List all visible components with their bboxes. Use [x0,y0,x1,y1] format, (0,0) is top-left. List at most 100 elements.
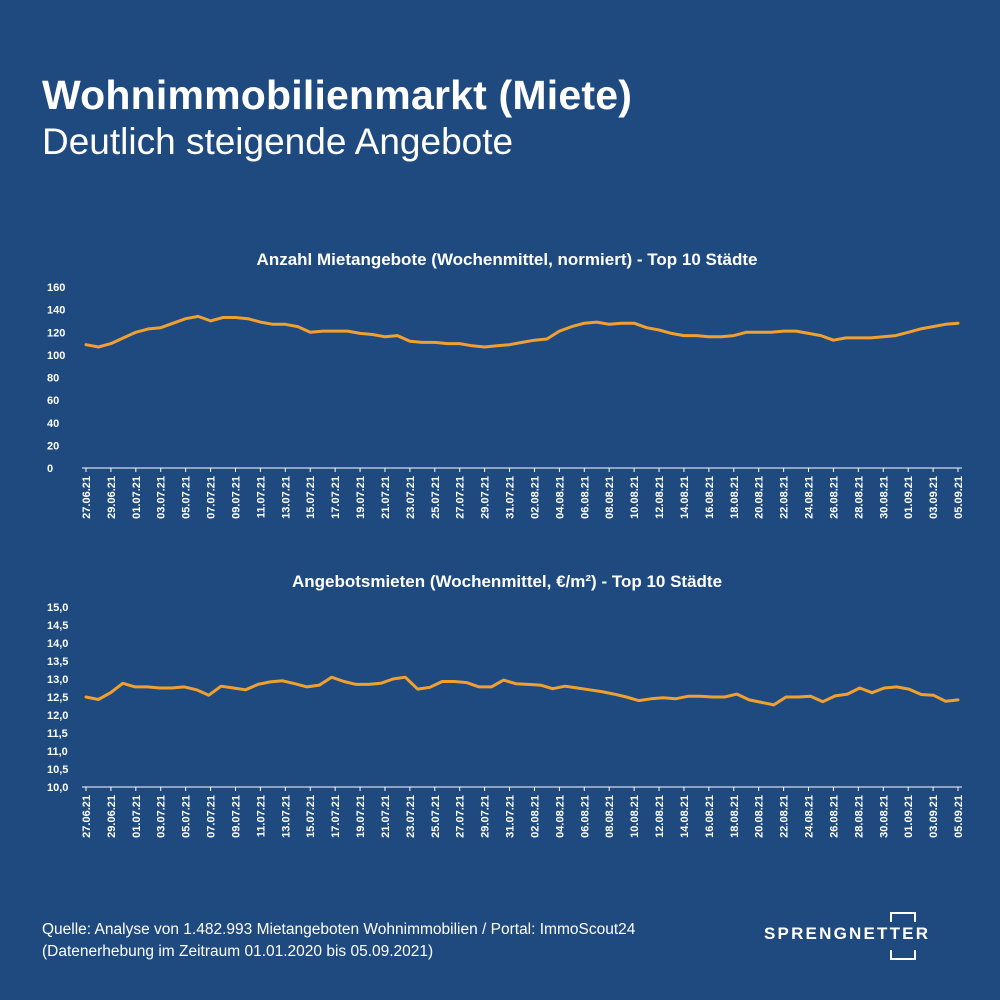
data-point [809,695,812,698]
x-tick-label: 12.08.21 [654,476,666,519]
data-point [795,330,797,332]
x-tick-label: 21.07.21 [380,795,392,838]
data-point [757,331,760,334]
y-tick-label: 20 [47,440,59,452]
data-point [608,323,610,326]
x-tick-label: 15.07.21 [305,795,317,838]
data-point [620,322,623,324]
data-point [259,321,262,323]
x-tick-label: 26.08.21 [828,476,840,519]
source-line-2: (Datenerhebung im Zeitraum 01.01.2020 bi… [42,943,434,960]
data-point [371,333,374,336]
data-point [396,334,399,337]
data-point [122,337,125,339]
data-point [478,686,480,688]
x-tick-label: 30.08.21 [878,795,890,838]
x-tick-label: 04.08.21 [554,795,566,838]
x-tick-label: 03.07.21 [156,476,168,519]
data-point [416,688,419,690]
plot-area [84,314,960,349]
x-tick-label: 22.08.21 [779,476,791,519]
chart-title: Angebotsmieten (Wochenmittel, €/m²) - To… [292,572,722,591]
x-tick-label: 17.07.21 [330,795,342,838]
data-point [197,315,199,318]
y-tick-label: 13,5 [47,656,68,668]
data-point [558,330,561,332]
x-tick-label: 27.07.21 [455,795,467,838]
x-tick-label: 27.06.21 [81,795,93,838]
data-point [760,701,763,704]
data-point [546,338,548,340]
x-tick-label: 09.07.21 [230,476,242,519]
data-point [857,337,860,339]
data-point [807,332,810,335]
x-tick-label: 24.08.21 [804,795,816,838]
data-point [576,687,579,689]
data-point [232,687,235,689]
data-point [183,686,186,688]
data-point [297,325,299,328]
y-tick-label: 60 [47,395,59,407]
data-point [822,700,824,703]
x-tick-label: 01.07.21 [131,476,143,519]
x-tick-label: 19.07.21 [355,795,367,838]
x-tick-label: 29.06.21 [106,476,118,519]
data-point [367,683,370,686]
x-tick-label: 28.08.21 [853,795,865,838]
data-point [708,336,710,338]
x-tick-label: 29.07.21 [480,476,492,519]
data-point [441,680,444,683]
page-subtitle: Deutlich steigende Angebote [42,121,514,162]
logo-bracket-top [890,912,916,922]
data-point [272,323,274,326]
data-point [733,334,735,337]
x-tick-label: 11.07.21 [255,476,267,518]
x-tick-label: 05.07.21 [181,476,193,519]
data-point [551,687,554,690]
data-point [135,331,137,334]
data-point [85,343,87,346]
x-tick-label: 31.07.21 [505,476,517,519]
y-tick-label: 100 [47,350,65,362]
x-tick-label: 14.08.21 [679,795,691,838]
x-tick-label: 19.07.21 [355,476,367,519]
data-point [234,316,237,319]
data-point [380,682,382,685]
x-tick-label: 14.08.21 [679,476,691,519]
data-point [134,686,136,688]
data-point [110,342,112,345]
x-tick-label: 11.07.21 [255,795,267,837]
data-point [429,686,431,689]
x-tick-label: 07.07.21 [206,795,218,838]
data-point [882,336,885,338]
data-point [195,689,198,691]
data-point [158,687,161,689]
x-tick-label: 03.09.21 [928,795,940,838]
x-tick-label: 10.08.21 [629,476,641,519]
data-point [797,696,800,698]
x-tick-label: 23.07.21 [405,476,417,519]
data-point [662,696,664,699]
x-tick-label: 21.07.21 [380,476,392,519]
x-tick-label: 29.07.21 [480,795,492,838]
data-point [633,322,635,324]
x-tick-label: 04.08.21 [554,476,566,519]
data-point [359,332,361,335]
data-point [601,690,603,693]
x-tick-label: 08.08.21 [604,795,616,838]
data-point [695,334,698,337]
data-point [281,680,284,682]
data-point [908,688,910,690]
data-point [97,698,100,701]
data-point [453,680,456,683]
y-tick-label: 12,5 [47,692,68,704]
data-point [309,331,312,334]
data-point [782,330,785,332]
data-point [736,693,738,695]
data-point [944,700,947,703]
x-tick-label: 01.09.21 [903,795,915,838]
data-point [465,681,468,684]
x-tick-label: 25.07.21 [430,476,442,519]
x-tick-label: 05.09.21 [953,795,965,838]
x-tick-label: 16.08.21 [704,476,716,519]
